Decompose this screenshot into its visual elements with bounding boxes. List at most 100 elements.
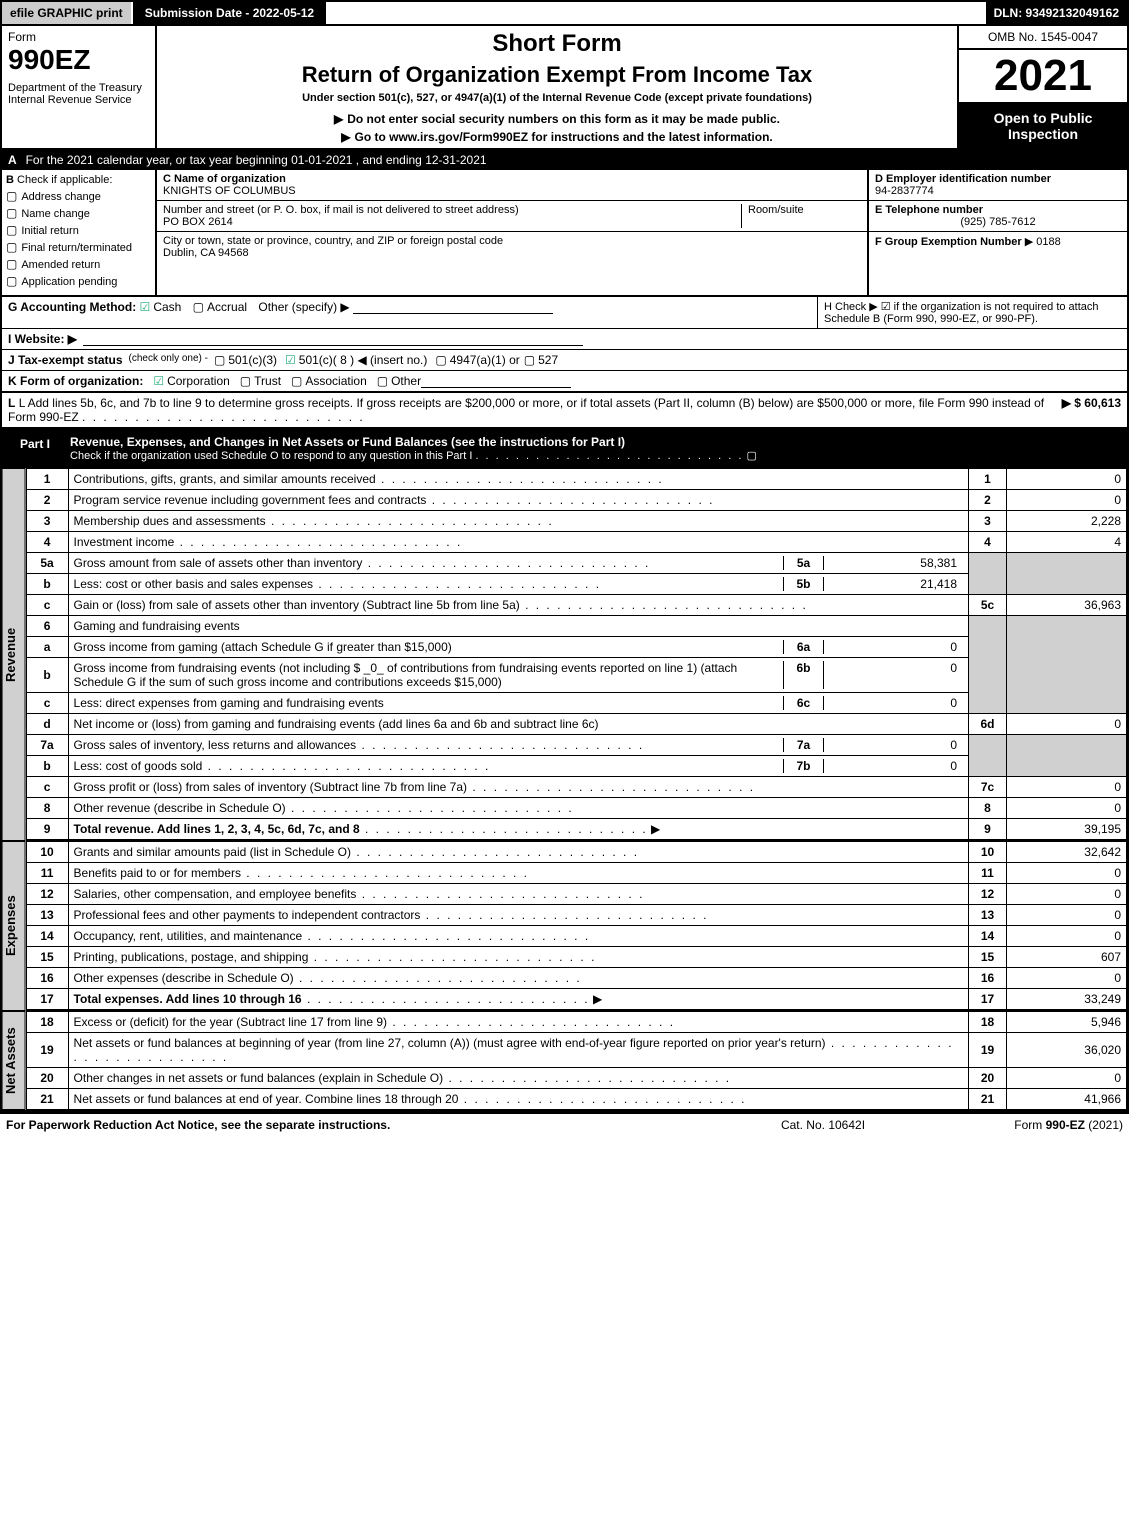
section-l-amount: ▶ $ 60,613: [1062, 396, 1121, 424]
line-7b-inner-amt: 0: [823, 759, 963, 773]
line-7a-inner-amt: 0: [823, 738, 963, 752]
accounting-accrual-checkbox[interactable]: Accrual: [193, 300, 247, 314]
501c3-checkbox[interactable]: 501(c)(3): [214, 353, 277, 367]
table-row: b Less: cost of goods sold 7b 0: [26, 756, 1126, 777]
accounting-other-label: Other (specify) ▶: [258, 300, 349, 314]
footer-form-ref: Form 990-EZ (2021): [923, 1118, 1123, 1132]
line-2-amount: 0: [1007, 490, 1127, 511]
table-row: 4 Investment income 4 4: [26, 532, 1126, 553]
table-row: b Less: cost or other basis and sales ex…: [26, 574, 1126, 595]
accounting-cash-checkbox[interactable]: Cash: [140, 300, 182, 314]
checkbox-final-return[interactable]: Final return/terminated: [6, 240, 151, 254]
org-name-value: KNIGHTS OF COLUMBUS: [163, 185, 861, 197]
city-value: Dublin, CA 94568: [163, 247, 861, 259]
table-row: 7a Gross sales of inventory, less return…: [26, 735, 1126, 756]
table-row: a Gross income from gaming (attach Sched…: [26, 637, 1126, 658]
line-7a-inner-num: 7a: [783, 738, 823, 752]
line-13-desc: Professional fees and other payments to …: [74, 908, 421, 922]
line-4-desc: Investment income: [74, 535, 175, 549]
table-row: 3 Membership dues and assessments 3 2,22…: [26, 511, 1126, 532]
go-to-text: Go to www.irs.gov/Form990EZ for instruct…: [165, 130, 949, 144]
table-row: 19 Net assets or fund balances at beginn…: [26, 1033, 1126, 1068]
table-row: c Less: direct expenses from gaming and …: [26, 693, 1126, 714]
line-14-desc: Occupancy, rent, utilities, and maintena…: [74, 929, 303, 943]
line-19-desc: Net assets or fund balances at beginning…: [74, 1036, 826, 1050]
checkbox-amended-return[interactable]: Amended return: [6, 257, 151, 271]
revenue-section: Revenue 1 Contributions, gifts, grants, …: [0, 468, 1129, 841]
line-20-desc: Other changes in net assets or fund bala…: [74, 1071, 444, 1085]
table-row: 2 Program service revenue including gove…: [26, 490, 1126, 511]
form-number: 990EZ: [8, 44, 149, 76]
table-row: 21 Net assets or fund balances at end of…: [26, 1089, 1126, 1110]
line-9-amount: 39,195: [1007, 819, 1127, 841]
line-6a-inner-num: 6a: [783, 640, 823, 654]
org-corporation-checkbox[interactable]: Corporation: [153, 374, 229, 388]
line-6d-desc: Net income or (loss) from gaming and fun…: [74, 717, 599, 731]
section-b-check-if: Check if applicable:: [17, 174, 112, 186]
header-center: Short Form Return of Organization Exempt…: [157, 26, 957, 148]
4947-checkbox[interactable]: 4947(a)(1) or: [435, 353, 519, 367]
checkbox-application-pending[interactable]: Application pending: [6, 274, 151, 288]
table-row: 18 Excess or (deficit) for the year (Sub…: [26, 1012, 1126, 1033]
line-5b-inner-amt: 21,418: [823, 577, 963, 591]
footer-paperwork-notice: For Paperwork Reduction Act Notice, see …: [6, 1118, 723, 1132]
org-other-field[interactable]: [421, 374, 571, 388]
checkbox-name-change[interactable]: Name change: [6, 206, 151, 220]
header-left: Form 990EZ Department of the Treasury In…: [2, 26, 157, 148]
line-6a-inner-amt: 0: [823, 640, 963, 654]
group-exemption-label: F Group Exemption Number: [875, 236, 1022, 248]
501c-checkbox[interactable]: 501(c)( 8 ) ◀ (insert no.): [285, 353, 427, 367]
line-17-amount: 33,249: [1007, 989, 1127, 1011]
table-row: 10 Grants and similar amounts paid (list…: [26, 842, 1126, 863]
527-checkbox[interactable]: 527: [524, 353, 558, 367]
website-field[interactable]: [83, 332, 583, 346]
checkbox-address-change[interactable]: Address change: [6, 189, 151, 203]
line-9-desc: Total revenue. Add lines 1, 2, 3, 4, 5c,…: [74, 822, 360, 836]
line-6d-amount: 0: [1007, 714, 1127, 735]
line-21-desc: Net assets or fund balances at end of ye…: [74, 1092, 459, 1106]
line-3-amount: 2,228: [1007, 511, 1127, 532]
net-assets-side-tab: Net Assets: [2, 1011, 26, 1110]
table-row: d Net income or (loss) from gaming and f…: [26, 714, 1126, 735]
line-1-amount: 0: [1007, 469, 1127, 490]
open-to-public-label: Open to Public Inspection: [959, 104, 1127, 148]
line-6c-desc: Less: direct expenses from gaming and fu…: [74, 696, 384, 710]
form-word: Form: [8, 30, 149, 44]
checkbox-initial-return[interactable]: Initial return: [6, 223, 151, 237]
line-6a-desc: Gross income from gaming (attach Schedul…: [74, 640, 452, 654]
line-4-amount: 4: [1007, 532, 1127, 553]
accounting-other-field[interactable]: [353, 300, 553, 314]
table-row: 12 Salaries, other compensation, and emp…: [26, 884, 1126, 905]
tax-exempt-sub: (check only one) -: [129, 353, 208, 367]
expenses-side-tab: Expenses: [2, 841, 26, 1011]
group-exemption-value: ▶ 0188: [1025, 236, 1061, 248]
room-suite-label: Room/suite: [741, 204, 861, 228]
section-i: I Website: ▶: [0, 329, 1129, 350]
line-21-amount: 41,966: [1007, 1089, 1127, 1110]
footer-cat-no: Cat. No. 10642I: [723, 1118, 923, 1132]
tax-exempt-label: J Tax-exempt status: [8, 353, 123, 367]
section-h: H Check ▶ ☑ if the organization is not r…: [817, 297, 1127, 328]
efile-print-button[interactable]: efile GRAPHIC print: [2, 2, 133, 24]
street-value: PO BOX 2614: [163, 216, 741, 228]
line-19-amount: 36,020: [1007, 1033, 1127, 1068]
line-7c-desc: Gross profit or (loss) from sales of inv…: [74, 780, 467, 794]
line-18-desc: Excess or (deficit) for the year (Subtra…: [74, 1015, 387, 1029]
org-trust-checkbox[interactable]: Trust: [240, 374, 281, 388]
city-label: City or town, state or province, country…: [163, 235, 861, 247]
line-5b-desc: Less: cost or other basis and sales expe…: [74, 577, 313, 591]
line-10-amount: 32,642: [1007, 842, 1127, 863]
part-1-checkbox[interactable]: ▢: [746, 450, 756, 462]
org-name-label: C Name of organization: [163, 173, 861, 185]
org-other-checkbox[interactable]: Other: [377, 374, 421, 388]
section-c: C Name of organization KNIGHTS OF COLUMB…: [157, 170, 867, 295]
under-section-text: Under section 501(c), 527, or 4947(a)(1)…: [165, 92, 949, 104]
table-row: b Gross income from fundraising events (…: [26, 658, 1126, 693]
org-association-checkbox[interactable]: Association: [291, 374, 367, 388]
part-1-label: Part I: [10, 435, 60, 462]
table-row: 1 Contributions, gifts, grants, and simi…: [26, 469, 1126, 490]
section-b-label: B: [6, 174, 14, 186]
form-of-org-label: K Form of organization:: [8, 374, 143, 388]
row-a-text: For the 2021 calendar year, or tax year …: [26, 153, 487, 167]
table-row: c Gain or (loss) from sale of assets oth…: [26, 595, 1126, 616]
